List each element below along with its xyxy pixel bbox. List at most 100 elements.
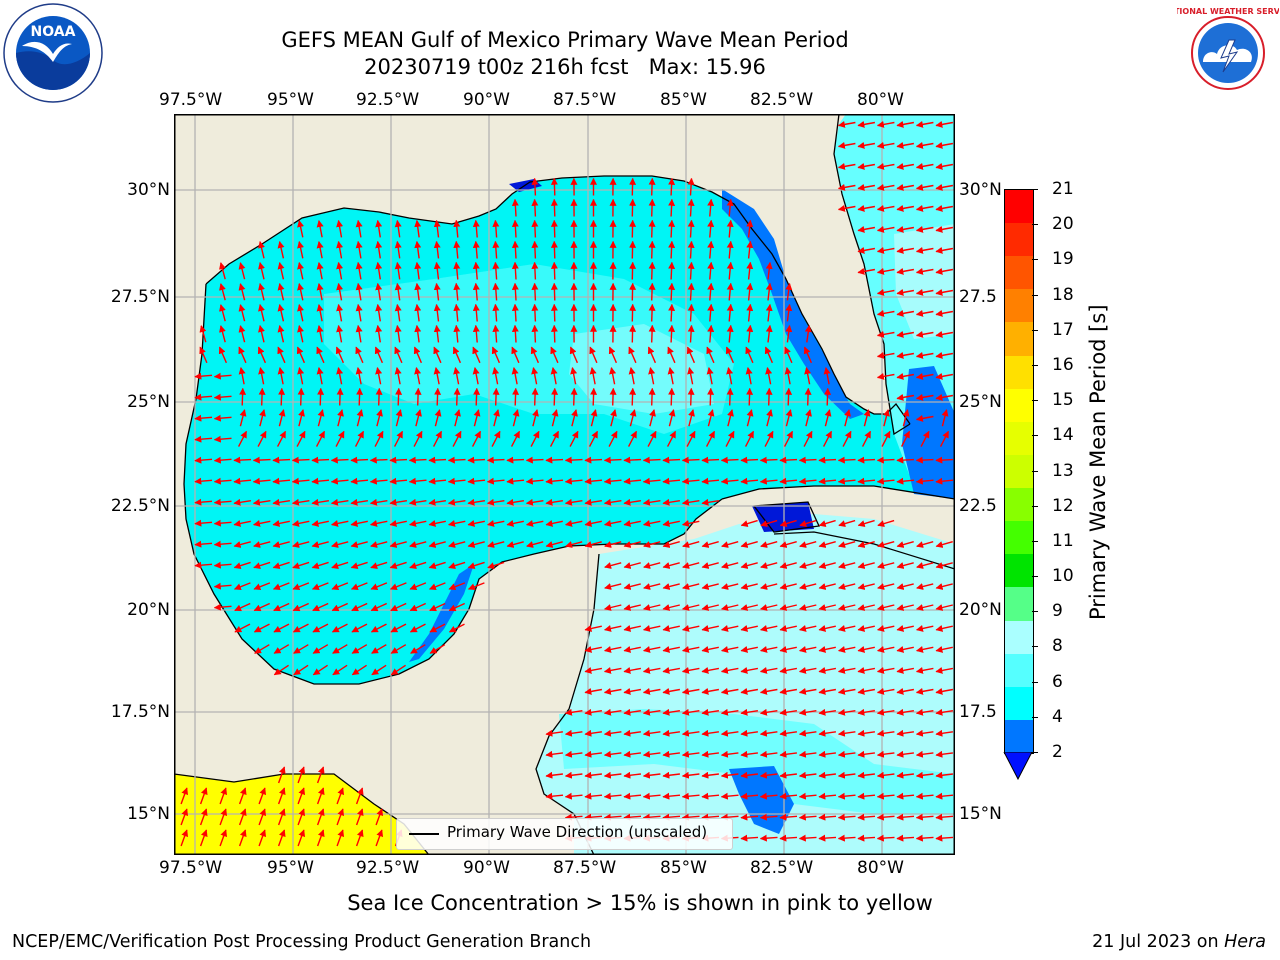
wave-arrow <box>589 346 598 364</box>
wave-arrow <box>682 646 700 653</box>
wave-arrow <box>239 409 247 427</box>
legend-label: Primary Wave Direction (unscaled) <box>447 823 708 841</box>
wave-arrow <box>721 646 739 653</box>
wave-arrow <box>623 750 641 758</box>
wave-arrow <box>857 687 876 695</box>
wave-arrow <box>798 813 817 821</box>
gulf-pale-patch <box>569 324 714 414</box>
wave-arrow <box>315 430 326 447</box>
wave-arrow <box>584 625 602 632</box>
lon-tick-top: 95°W <box>267 90 314 110</box>
wave-arrow <box>642 477 661 485</box>
wave-arrow <box>219 262 226 280</box>
wave-arrow <box>238 283 246 301</box>
wave-arrow <box>608 346 618 364</box>
noaa-logo: NOAA <box>3 3 103 103</box>
wave-arrow <box>253 541 271 548</box>
wave-arrow <box>213 498 232 506</box>
wave-arrow <box>726 261 734 280</box>
lat-tick-right: 27.5 <box>959 287 997 307</box>
wave-arrow <box>623 771 641 779</box>
wave-arrow <box>604 562 622 569</box>
map-legend: Primary Wave Direction (unscaled) <box>396 818 733 850</box>
wave-arrow <box>740 625 758 632</box>
wave-arrow <box>532 409 539 427</box>
wave-arrow <box>272 520 290 527</box>
wave-arrow <box>316 346 325 364</box>
wave-arrow <box>428 498 447 506</box>
wave-arrow <box>584 456 603 464</box>
wave-arrow <box>492 219 500 238</box>
wave-arrow <box>584 792 603 800</box>
colorbar-segment <box>1005 289 1033 323</box>
wave-arrow <box>297 787 306 805</box>
wave-arrow <box>805 409 812 427</box>
wave-arrow <box>706 346 715 364</box>
wave-arrow <box>648 282 656 301</box>
wave-arrow <box>818 729 836 737</box>
colorbar-segment <box>1005 521 1033 555</box>
wave-arrow <box>487 541 505 548</box>
wave-arrow <box>252 456 271 464</box>
wave-arrow <box>331 623 348 633</box>
wave-arrow <box>935 792 954 800</box>
wave-arrow <box>453 324 461 343</box>
wave-arrow <box>915 351 934 359</box>
wave-arrow <box>740 562 758 569</box>
wave-arrow <box>876 477 895 485</box>
wave-arrow <box>238 325 246 343</box>
wave-arrow <box>682 520 700 527</box>
wave-arrow <box>876 708 895 716</box>
wave-arrow <box>603 666 622 674</box>
wave-arrow <box>765 387 773 406</box>
wave-arrow <box>623 583 641 590</box>
wave-arrow <box>272 477 291 485</box>
wave-arrow <box>701 541 719 548</box>
wave-arrow <box>511 198 519 217</box>
wave-arrow <box>409 602 426 612</box>
lat-tick-left: 20°N <box>127 600 170 620</box>
wave-arrow <box>433 367 441 385</box>
wave-arrow <box>448 623 465 633</box>
wave-arrow <box>662 687 681 695</box>
wave-arrow <box>219 304 226 322</box>
wave-arrow <box>686 430 696 447</box>
wave-arrow <box>316 766 325 784</box>
wave-arrow <box>915 246 934 254</box>
wave-arrow <box>818 813 837 821</box>
wave-arrow <box>486 498 505 506</box>
wave-arrow <box>254 644 270 654</box>
wave-arrow <box>823 367 831 385</box>
wave-arrow <box>296 430 306 447</box>
wave-arrow <box>838 604 856 611</box>
wave-arrow <box>740 519 758 527</box>
wave-arrow <box>603 792 622 800</box>
wave-arrow <box>896 729 914 737</box>
colorbar-tick-mark <box>1032 470 1038 472</box>
wave-arrow <box>545 771 563 779</box>
wave-arrow <box>720 813 739 821</box>
wave-arrow <box>857 246 876 254</box>
colorbar-tick-mark <box>1032 646 1038 648</box>
wave-arrow <box>610 409 617 427</box>
wave-arrow <box>199 808 208 826</box>
wave-arrow <box>662 625 680 632</box>
colorbar-segment <box>1005 653 1033 688</box>
wave-arrow <box>525 477 544 485</box>
wave-arrow <box>413 430 423 447</box>
wave-arrow <box>838 541 856 548</box>
wave-arrow <box>720 477 739 485</box>
wave-arrow <box>915 204 934 212</box>
wave-arrow <box>355 261 363 280</box>
wave-arrow <box>896 666 915 674</box>
wave-arrow <box>239 387 247 406</box>
wave-arrow <box>760 562 778 569</box>
wave-arrow <box>375 282 383 301</box>
wave-arrow <box>473 387 481 406</box>
wave-arrow <box>584 541 602 548</box>
wave-arrow <box>668 303 676 322</box>
wave-arrow <box>857 625 875 632</box>
wave-arrow <box>375 219 383 238</box>
wave-arrow <box>331 541 349 548</box>
wave-arrow <box>408 477 427 485</box>
